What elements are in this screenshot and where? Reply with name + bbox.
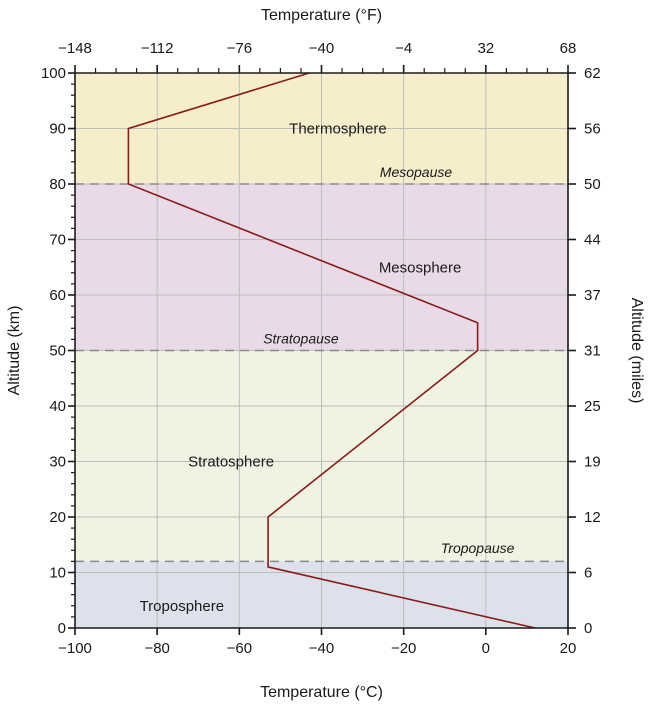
x2-axis-label: Temperature (°F) [261, 7, 382, 24]
y2-axis-label: Altitude (miles) [628, 298, 645, 404]
y2-tick-label: 56 [584, 121, 601, 138]
y-tick-label: 100 [41, 65, 66, 82]
boundary-label-mesopause: Mesopause [380, 164, 453, 180]
temperature-profile-line [127, 72, 536, 629]
x2-tick-label: −40 [309, 40, 334, 57]
x2-tick-label: −112 [141, 40, 174, 57]
y-tick-label: 10 [49, 565, 66, 582]
x2-tick-label: −4 [395, 40, 412, 57]
x2-tick-label: −76 [227, 40, 252, 57]
y2-tick-label: 62 [584, 65, 601, 82]
y2-tick-label: 0 [584, 620, 592, 637]
y-tick-label: 90 [49, 121, 66, 138]
x-tick-label: 20 [560, 640, 577, 657]
y-tick-label: 70 [49, 232, 66, 249]
y2-tick-label: 50 [584, 176, 601, 193]
y2-tick-label: 12 [584, 509, 601, 526]
x2-tick-label: −148 [58, 40, 92, 57]
y2-tick-label: 44 [584, 232, 601, 249]
x-tick-label: −20 [391, 640, 416, 657]
x-tick-label: −80 [144, 640, 169, 657]
x-tick-label: −40 [309, 640, 334, 657]
y2-tick-label: 19 [584, 454, 601, 471]
boundary-label-tropopause: Tropopause [441, 540, 515, 556]
y-tick-label: 20 [49, 509, 66, 526]
x2-tick-label: 32 [477, 40, 494, 57]
layer-label-troposphere: Troposphere [140, 598, 225, 615]
layer-label-thermosphere: Thermosphere [289, 121, 387, 138]
y2-tick-label: 37 [584, 287, 601, 304]
x-axis-label: Temperature (°C) [260, 684, 383, 701]
y-tick-label: 60 [49, 287, 66, 304]
y-tick-label: 80 [49, 176, 66, 193]
y-tick-label: 30 [49, 454, 66, 471]
layer-label-mesosphere: Mesosphere [379, 259, 462, 276]
y-tick-label: 50 [49, 343, 66, 360]
y2-tick-label: 25 [584, 398, 601, 415]
x-tick-label: −100 [58, 640, 92, 657]
x-tick-label: 0 [482, 640, 490, 657]
x2-tick-label: 68 [560, 40, 577, 57]
y-axis-label: Altitude (km) [6, 306, 23, 396]
boundary-label-stratopause: Stratopause [263, 330, 339, 346]
layer-label-stratosphere: Stratosphere [188, 454, 274, 471]
y-tick-label: 0 [58, 620, 66, 637]
y2-tick-label: 31 [584, 343, 601, 360]
y2-tick-label: 6 [584, 565, 592, 582]
y-tick-label: 40 [49, 398, 66, 415]
x-tick-label: −60 [227, 640, 252, 657]
